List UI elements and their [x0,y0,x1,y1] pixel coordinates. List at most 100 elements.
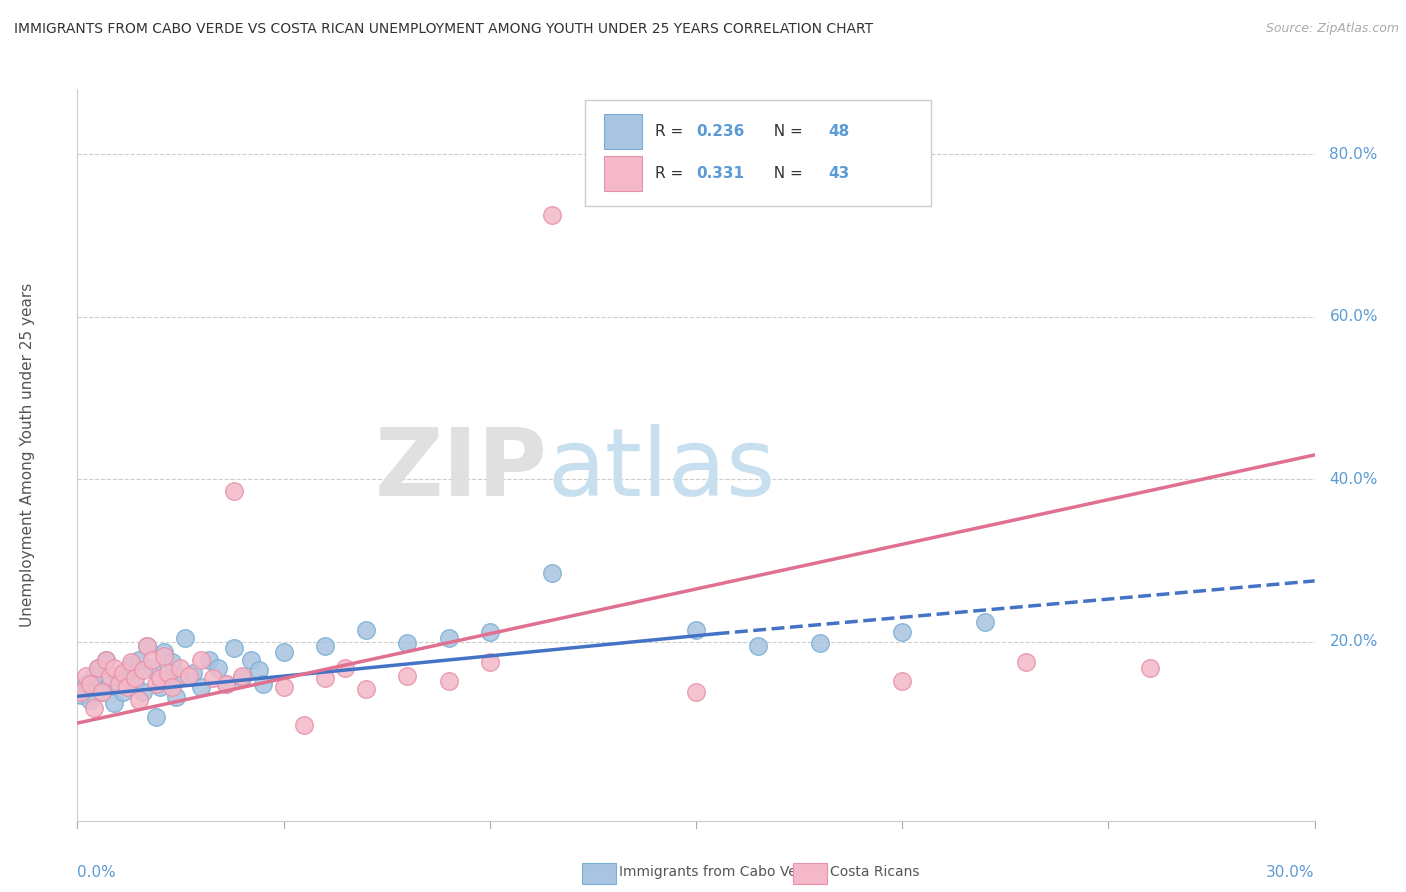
Text: Unemployment Among Youth under 25 years: Unemployment Among Youth under 25 years [20,283,35,627]
Text: 0.236: 0.236 [696,124,744,139]
Point [165,690,187,705]
Point [891,625,914,640]
FancyBboxPatch shape [605,156,641,191]
Text: R =: R = [655,166,689,181]
Point [540,566,562,580]
Point [124,672,146,686]
Point [153,644,176,658]
FancyBboxPatch shape [585,100,931,206]
Point [177,669,200,683]
Point [103,661,125,675]
Point [141,661,163,675]
Point [136,639,159,653]
Point [215,677,238,691]
Point [120,655,142,669]
Point [145,709,167,723]
Text: N =: N = [763,166,807,181]
Point [891,673,914,688]
Point [96,653,118,667]
Point [128,693,150,707]
Text: ZIP: ZIP [374,424,547,516]
Point [132,663,155,677]
Point [273,644,295,658]
Point [79,677,101,691]
Point [157,665,180,680]
Text: 43: 43 [828,166,849,181]
Point [247,663,270,677]
Point [169,669,191,683]
Point [111,685,134,699]
FancyBboxPatch shape [605,114,641,149]
Point [181,665,204,680]
Point [98,669,121,683]
Point [190,653,212,667]
Text: Source: ZipAtlas.com: Source: ZipAtlas.com [1265,22,1399,36]
Point [198,653,221,667]
Point [75,669,97,683]
Point [115,680,138,694]
Text: 80.0%: 80.0% [1330,146,1378,161]
Point [107,672,129,686]
Text: N =: N = [763,124,807,139]
Text: 20.0%: 20.0% [1330,634,1378,649]
Point [1139,661,1161,675]
Point [239,653,262,667]
Point [96,653,118,667]
Point [747,639,769,653]
Text: 60.0%: 60.0% [1330,310,1378,325]
Text: 0.0%: 0.0% [77,864,117,880]
Text: Immigrants from Cabo Verde: Immigrants from Cabo Verde [619,865,820,880]
Point [91,685,114,699]
Text: R =: R = [655,124,689,139]
Point [83,669,105,683]
Point [169,661,191,675]
Point [70,688,93,702]
Point [132,685,155,699]
Point [157,672,180,686]
Point [115,665,138,680]
Point [207,661,229,675]
Point [252,677,274,691]
Point [202,672,225,686]
Text: 48: 48 [828,124,849,139]
Point [354,623,377,637]
Point [292,717,315,731]
Point [70,685,93,699]
Point [222,641,245,656]
Point [153,649,176,664]
Point [685,623,707,637]
Point [215,677,238,691]
Point [478,625,501,640]
Point [141,653,163,667]
Point [87,661,110,675]
Point [111,665,134,680]
Point [396,669,419,683]
Point [103,696,125,710]
Point [124,677,146,691]
Point [79,693,101,707]
Point [120,657,142,672]
Text: 30.0%: 30.0% [1267,864,1315,880]
Text: 0.331: 0.331 [696,166,744,181]
Point [160,655,183,669]
Point [231,669,253,683]
Point [478,655,501,669]
Point [437,631,460,645]
Point [1015,655,1038,669]
Text: Costa Ricans: Costa Ricans [830,865,920,880]
Point [149,672,172,686]
Point [160,680,183,694]
Point [437,673,460,688]
Point [273,680,295,694]
Point [136,639,159,653]
Point [354,681,377,696]
Point [145,677,167,691]
Point [83,701,105,715]
Point [314,639,336,653]
Text: atlas: atlas [547,424,776,516]
Point [190,680,212,694]
Point [808,636,831,650]
Point [98,677,121,691]
Point [75,677,97,691]
Point [149,680,172,694]
